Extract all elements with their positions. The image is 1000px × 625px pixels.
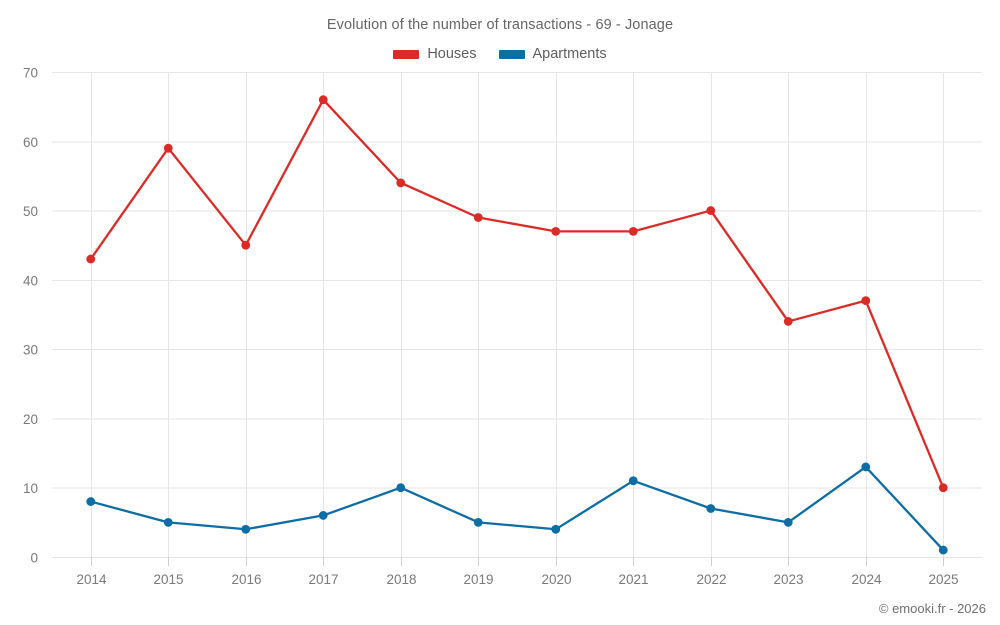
y-axis-tick-label: 50 — [23, 204, 38, 219]
data-point-houses-2020[interactable]: Houses 2020: 47 — [551, 226, 561, 236]
x-axis-tick-label: 2017 — [308, 572, 338, 587]
chart-legend: Houses Apartments — [0, 46, 1000, 62]
legend-label-houses: Houses — [427, 46, 477, 62]
chart-title: Evolution of the number of transactions … — [326, 17, 674, 33]
data-point-houses-2025[interactable]: Houses 2025: 10 — [938, 483, 948, 493]
data-point-houses-2015[interactable]: Houses 2015: 59 — [163, 143, 173, 153]
data-point-apartments-2020[interactable]: Apartments 2020: 4 — [551, 524, 561, 534]
data-point-apartments-2016[interactable]: Apartments 2016: 4 — [241, 524, 251, 534]
x-axis-tick-label: 2014 — [76, 572, 107, 587]
legend-label-apartments: Apartments — [532, 46, 607, 62]
data-point-apartments-2019[interactable]: Apartments 2019: 5 — [473, 517, 483, 527]
data-point-apartments-2025[interactable]: Apartments 2025: 1 — [938, 545, 948, 555]
series-line-houses — [89, 98, 945, 489]
legend-swatch-houses — [393, 49, 420, 59]
data-point-apartments-2014[interactable]: Apartments 2014: 8 — [86, 497, 96, 506]
y-axis-tick-label: 40 — [23, 273, 38, 288]
data-point-houses-2022[interactable]: Houses 2022: 50 — [706, 206, 716, 215]
y-axis-tick-label: 70 — [23, 66, 38, 81]
x-axis-tick-label: 2025 — [928, 572, 958, 587]
data-point-apartments-2018[interactable]: Apartments 2018: 10 — [396, 483, 406, 493]
x-axis-tick-label: 2023 — [773, 572, 803, 587]
data-point-apartments-2017[interactable]: Apartments 2017: 6 — [318, 511, 328, 520]
data-point-houses-2016[interactable]: Houses 2016: 45 — [241, 240, 251, 250]
y-axis-tick-label: 0 — [30, 551, 38, 566]
y-axis-tick-label: 30 — [23, 343, 38, 358]
x-axis-tick-label: 2018 — [386, 572, 416, 587]
y-axis-tick-label: 60 — [23, 135, 38, 150]
y-axis-tick-label: 10 — [23, 481, 38, 496]
x-axis-tick-label: 2021 — [618, 572, 648, 587]
data-point-houses-2024[interactable]: Houses 2024: 37 — [861, 296, 871, 306]
y-axis-tick-label: 20 — [23, 412, 38, 427]
data-point-houses-2023[interactable]: Houses 2023: 34 — [783, 317, 793, 326]
data-point-houses-2018[interactable]: Houses 2018: 54 — [396, 178, 406, 188]
x-axis-tick-label: 2024 — [851, 572, 882, 587]
data-point-houses-2021[interactable]: Houses 2021: 47 — [628, 226, 638, 236]
data-point-houses-2014[interactable]: Houses 2014: 43 — [86, 254, 96, 264]
x-axis-tick-label: 2015 — [153, 572, 183, 587]
legend-item-apartments[interactable]: Apartments — [498, 46, 607, 62]
legend-swatch-apartments — [498, 49, 525, 59]
x-axis-tick-label: 2020 — [541, 572, 571, 587]
legend-item-houses[interactable]: Houses — [393, 46, 477, 62]
series-line-apartments — [89, 465, 945, 552]
data-point-apartments-2024[interactable]: Apartments 2024: 13 — [861, 462, 871, 472]
data-point-houses-2017[interactable]: Houses 2017: 66 — [318, 95, 328, 105]
x-axis-tick-label: 2016 — [231, 572, 261, 587]
data-point-apartments-2015[interactable]: Apartments 2015: 5 — [163, 517, 173, 527]
copyright-footer: © emooki.fr - 2026 — [878, 601, 986, 616]
x-axis-tick-label: 2022 — [696, 572, 726, 587]
data-point-houses-2019[interactable]: Houses 2019: 49 — [473, 213, 483, 222]
data-point-apartments-2022[interactable]: Apartments 2022: 7 — [706, 504, 716, 513]
x-axis-tick-label: 2019 — [463, 572, 493, 587]
data-point-apartments-2023[interactable]: Apartments 2023: 5 — [783, 517, 793, 527]
data-point-apartments-2021[interactable]: Apartments 2021: 11 — [628, 476, 638, 486]
